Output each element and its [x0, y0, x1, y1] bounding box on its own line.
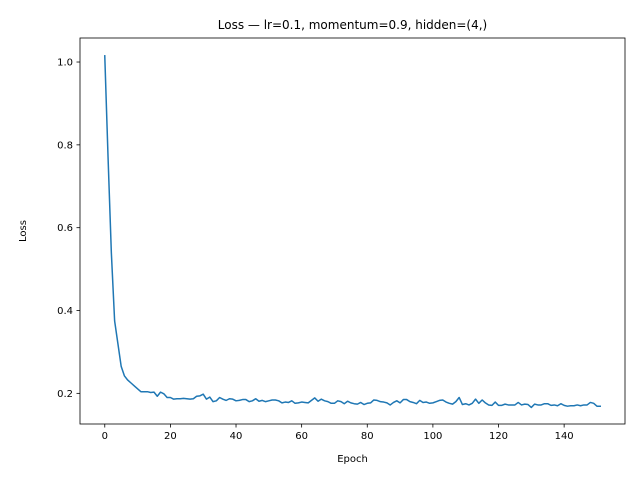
x-tick-label: 140 — [555, 431, 574, 442]
plot-area — [103, 55, 601, 409]
x-tick-label: 0 — [102, 431, 108, 442]
y-axis-label: Loss — [18, 220, 29, 242]
axes-frame — [79, 37, 626, 425]
x-tick-label: 40 — [230, 431, 243, 442]
y-tick-label: 0.8 — [57, 140, 73, 151]
x-axis-label: Epoch — [337, 454, 368, 465]
y-tick-label: 1.0 — [57, 58, 73, 69]
y-tick-label: 0.2 — [57, 389, 73, 400]
x-tick-label: 20 — [164, 431, 177, 442]
chart-title: Loss — lr=0.1, momentum=0.9, hidden=(4,) — [218, 18, 488, 32]
x-tick-label: 60 — [295, 431, 308, 442]
x-tick-label: 120 — [489, 431, 508, 442]
loss-series-line — [103, 55, 601, 409]
y-tick-label: 0.6 — [57, 223, 73, 234]
x-tick-label: 80 — [361, 431, 374, 442]
y-tick-label: 0.4 — [57, 306, 73, 317]
axis-ticks: 0 20 40 60 80 100 120 140 0.2 0.4 0.6 0.8 1.0 — [57, 58, 574, 442]
x-tick-label: 100 — [423, 431, 442, 442]
